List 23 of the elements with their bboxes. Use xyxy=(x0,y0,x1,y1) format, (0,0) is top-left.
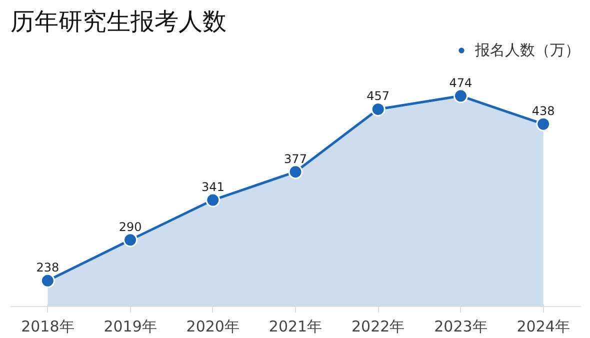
point xyxy=(40,273,55,288)
data-label: 474 xyxy=(449,76,472,90)
point xyxy=(453,88,468,104)
data-label: 290 xyxy=(118,220,142,234)
x-tick-label: 2019年 xyxy=(104,318,157,336)
data-label: 438 xyxy=(532,104,555,118)
legend-label: 报名人数（万） xyxy=(475,40,580,60)
x-tick-label: 2020年 xyxy=(186,318,240,336)
data-label: 457 xyxy=(366,89,390,104)
point xyxy=(536,116,551,132)
point xyxy=(206,192,220,208)
data-label: 341 xyxy=(201,180,224,194)
point xyxy=(123,232,138,248)
point xyxy=(370,102,386,116)
point xyxy=(288,164,303,180)
x-tick-label: 2023年 xyxy=(434,318,488,336)
data-label: 238 xyxy=(36,260,60,275)
data-label: 377 xyxy=(284,152,307,166)
chart-title: 历年研究生报考人数 xyxy=(10,8,226,36)
x-tick-label: 2021年 xyxy=(268,318,322,336)
x-tick-label: 2022年 xyxy=(352,318,405,336)
x-tick-label: 2024年 xyxy=(516,318,570,336)
x-tick-label: 2018年 xyxy=(21,318,74,336)
